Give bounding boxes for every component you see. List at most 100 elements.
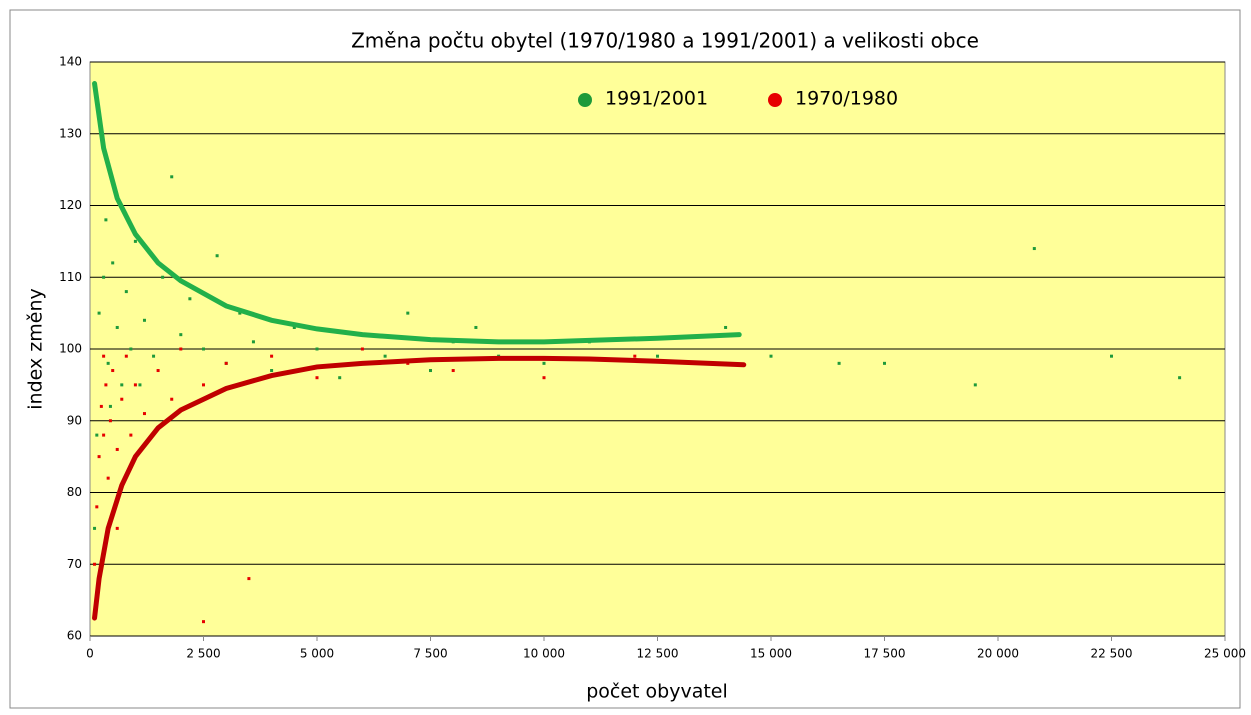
point bbox=[106, 361, 110, 365]
point bbox=[429, 369, 432, 373]
point bbox=[108, 419, 112, 423]
x-tick-label: 5 000 bbox=[300, 647, 334, 661]
point bbox=[224, 361, 228, 365]
legend-label: 1991/2001 bbox=[605, 88, 708, 110]
legend-label: 1970/1980 bbox=[795, 88, 898, 110]
point bbox=[633, 354, 637, 358]
point bbox=[111, 261, 115, 265]
point bbox=[383, 354, 387, 358]
point bbox=[1178, 376, 1182, 380]
point bbox=[142, 318, 146, 322]
point bbox=[133, 239, 137, 243]
point bbox=[120, 397, 124, 401]
legend-marker bbox=[578, 93, 592, 107]
point bbox=[215, 254, 219, 258]
x-tick-label: 20 000 bbox=[977, 647, 1019, 661]
point bbox=[315, 347, 319, 351]
point bbox=[202, 620, 205, 624]
trend-line bbox=[92, 81, 742, 345]
point bbox=[104, 383, 108, 387]
point bbox=[270, 354, 274, 358]
x-tick-label: 0 bbox=[86, 647, 94, 661]
point bbox=[179, 333, 183, 337]
point bbox=[542, 361, 546, 365]
point bbox=[973, 383, 977, 387]
point bbox=[724, 325, 728, 329]
point bbox=[106, 476, 110, 480]
point bbox=[93, 562, 97, 566]
point bbox=[97, 455, 101, 459]
point bbox=[292, 325, 296, 329]
point bbox=[104, 218, 108, 222]
point bbox=[451, 369, 455, 373]
point bbox=[837, 361, 841, 365]
x-tick-label: 7 500 bbox=[413, 647, 447, 661]
point bbox=[124, 354, 128, 358]
point bbox=[161, 275, 165, 279]
point bbox=[170, 397, 174, 401]
point bbox=[315, 376, 319, 380]
y-tick-label: 70 bbox=[67, 557, 82, 571]
point bbox=[156, 369, 160, 373]
point bbox=[97, 311, 101, 315]
point bbox=[142, 412, 146, 416]
x-tick-label: 15 000 bbox=[750, 647, 792, 661]
x-tick-label: 25 000 bbox=[1204, 647, 1246, 661]
point bbox=[152, 354, 156, 358]
point bbox=[179, 347, 183, 351]
point bbox=[360, 347, 364, 351]
point bbox=[656, 354, 659, 358]
y-tick-label: 130 bbox=[59, 126, 82, 140]
point bbox=[108, 404, 112, 408]
y-tick-label: 60 bbox=[67, 629, 82, 643]
point bbox=[270, 369, 274, 373]
point bbox=[251, 340, 255, 344]
y-tick-label: 140 bbox=[59, 55, 82, 69]
point bbox=[133, 383, 137, 387]
point bbox=[406, 311, 410, 315]
point bbox=[102, 275, 106, 279]
x-axis-title: počet obyvatel bbox=[586, 681, 728, 703]
y-tick-label: 120 bbox=[59, 198, 82, 212]
point bbox=[111, 369, 115, 373]
y-tick-label: 110 bbox=[59, 270, 82, 284]
point bbox=[238, 311, 242, 315]
point bbox=[93, 526, 97, 530]
point bbox=[542, 376, 546, 380]
point bbox=[202, 383, 205, 387]
point bbox=[115, 447, 119, 451]
chart-title: Změna počtu obytel (1970/1980 a 1991/200… bbox=[351, 29, 979, 53]
point bbox=[129, 433, 133, 437]
point bbox=[474, 325, 478, 329]
trend-line bbox=[92, 355, 747, 621]
point bbox=[170, 175, 174, 179]
point bbox=[129, 347, 133, 351]
point bbox=[102, 354, 106, 358]
point bbox=[124, 290, 128, 294]
y-axis-title: index změny bbox=[25, 288, 47, 409]
point bbox=[95, 505, 99, 509]
x-tick-label: 22 500 bbox=[1091, 647, 1133, 661]
point bbox=[247, 577, 251, 581]
x-tick-label: 17 500 bbox=[864, 647, 906, 661]
point bbox=[102, 433, 106, 437]
point bbox=[115, 325, 119, 329]
x-tick-label: 2 500 bbox=[186, 647, 220, 661]
point bbox=[1110, 354, 1113, 358]
x-tick-label: 10 000 bbox=[523, 647, 565, 661]
point bbox=[115, 526, 119, 530]
point bbox=[338, 376, 342, 380]
point bbox=[769, 354, 773, 358]
point bbox=[883, 361, 886, 365]
legend-marker bbox=[768, 93, 782, 107]
point bbox=[138, 383, 142, 387]
y-tick-label: 100 bbox=[59, 342, 82, 356]
point bbox=[202, 347, 205, 351]
x-tick-label: 12 500 bbox=[637, 647, 679, 661]
point bbox=[95, 433, 99, 437]
point bbox=[99, 404, 103, 408]
point bbox=[1032, 247, 1036, 251]
y-tick-label: 80 bbox=[67, 485, 82, 499]
y-tick-label: 90 bbox=[67, 413, 82, 427]
